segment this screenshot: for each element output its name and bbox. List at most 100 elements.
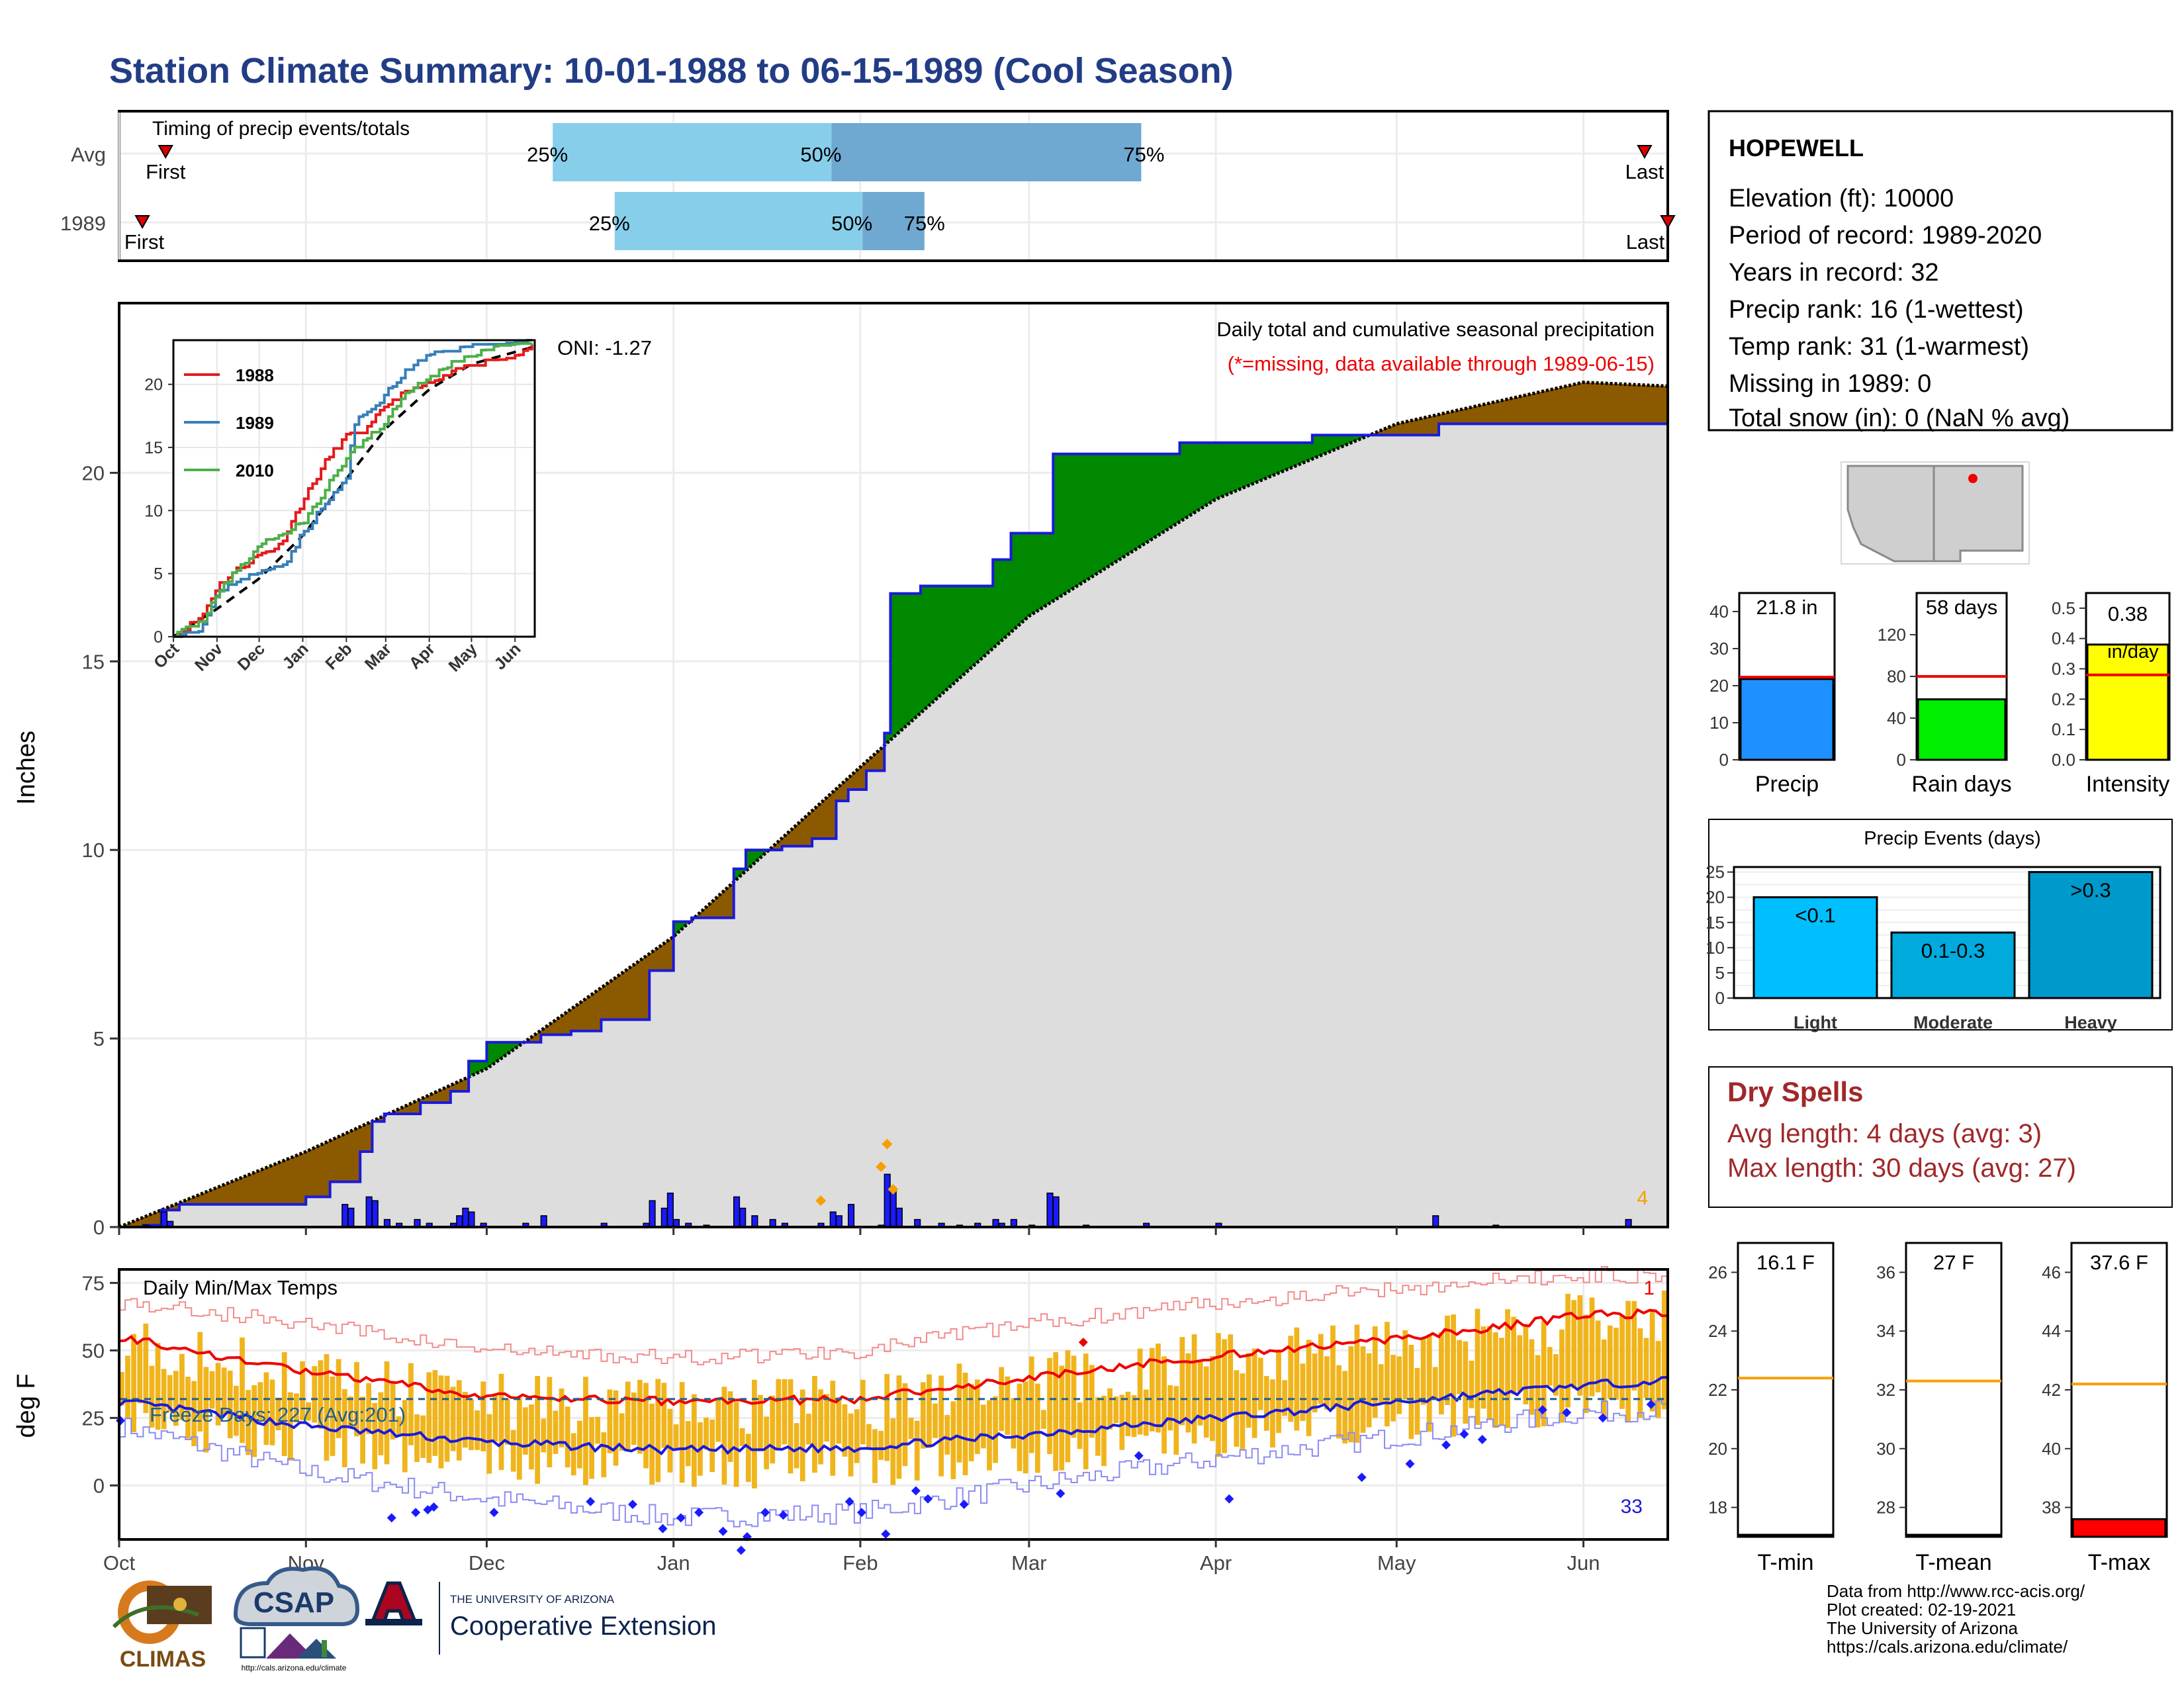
month-label-6: Apr [1200, 1551, 1232, 1575]
temp-range-bar-195 [1294, 1327, 1300, 1431]
timing-q25-label-0: 25% [527, 143, 568, 166]
temp-range-bar-143 [981, 1404, 986, 1449]
mini-bar-value-text-0: 21.8 in [1756, 596, 1817, 619]
temp-range-bar-30 [300, 1361, 305, 1420]
main-right-title: Daily total and cumulative seasonal prec… [1216, 318, 1655, 341]
mini-bar-unit-text-2: in/day [2107, 641, 2159, 663]
daily-precip-bar-1 [160, 1211, 168, 1228]
temp-range-bar-2 [131, 1334, 136, 1432]
temp-range-bar-226 [1480, 1326, 1486, 1409]
temp-range-bar-209 [1378, 1364, 1384, 1404]
temp-box-ytick-label-1-1: 30 [1876, 1439, 1895, 1459]
month-label-8: Jun [1567, 1551, 1600, 1575]
temp-range-bar-117 [824, 1394, 830, 1442]
station-location-marker [1968, 474, 1978, 483]
freeze-days-label: Freeze Days: 227 (Avg:201) [150, 1403, 406, 1426]
temp-range-bar-234 [1529, 1339, 1535, 1415]
temp-range-bar-228 [1492, 1332, 1498, 1428]
mini-bar-value-text-2: 0.38 [2108, 602, 2148, 625]
temp-range-bar-217 [1426, 1334, 1432, 1432]
record-low-marker-6 [586, 1496, 596, 1506]
temp-range-bar-198 [1312, 1353, 1318, 1412]
main-y-ticks: 0 5 10 15 20 [82, 461, 1585, 1239]
temp-range-bar-120 [842, 1404, 848, 1457]
inset-legend-label-1: 1989 [236, 413, 274, 433]
precip-events-chart: Precip Events (days) <0.1 Light 0.1-0.3 Mod… [1706, 819, 2173, 1032]
events-bar-text-1: 0.1-0.3 [1921, 939, 1985, 962]
temp-range-bar-68 [529, 1404, 534, 1470]
temp-range-bar-199 [1318, 1334, 1324, 1404]
temp-ytick-label-2: 50 [82, 1339, 105, 1362]
mini-bar-ytick-label-2-5: 0.5 [2052, 598, 2075, 618]
daily-precip-marker-2 [882, 1138, 893, 1150]
temp-range-bar-163 [1101, 1395, 1107, 1467]
temperature-panel: 0 25 50 75 Daily Min/Max Temps Freeze Days:… [13, 1266, 1669, 1575]
daily-precip-bar-47 [1046, 1192, 1054, 1228]
temp-box-value-text-0: 16.1 F [1756, 1251, 1815, 1274]
month-label-0: Oct [103, 1551, 136, 1575]
temp-range-bar-241 [1571, 1300, 1577, 1389]
temp-range-bar-123 [860, 1379, 866, 1445]
record-low-marker-4 [429, 1502, 439, 1512]
mini-bar-ytick-label-2-1: 0.1 [2052, 719, 2075, 739]
record-low-marker-26 [1405, 1459, 1415, 1469]
daily-precip-bar-5 [365, 1196, 373, 1228]
temp-range-bar-80 [601, 1432, 607, 1478]
timing-bar-q50-q75-0 [831, 123, 1142, 181]
station-line-years: Years in record: 32 [1729, 259, 1939, 287]
events-ytick-label-3: 15 [1706, 913, 1725, 933]
timing-last-marker-0 [1637, 145, 1653, 160]
mini-bar-ytick-label-0-4: 40 [1709, 602, 1729, 621]
dry-spells-avg: Avg length: 4 days (avg: 3) [1727, 1119, 2042, 1148]
temp-range-bar-17 [221, 1367, 227, 1415]
mini-bar-ytick-label-0-2: 20 [1709, 676, 1729, 696]
temp-box-ytick-label-0-0: 18 [1708, 1498, 1727, 1518]
temp-range-bar-102 [733, 1402, 739, 1487]
temp-range-bar-98 [709, 1419, 715, 1473]
temp-range-bar-115 [812, 1376, 817, 1473]
temp-range-bar-97 [704, 1417, 709, 1450]
temp-range-bar-221 [1451, 1314, 1456, 1437]
temp-range-bar-129 [896, 1375, 902, 1479]
temp-range-bar-184 [1228, 1334, 1234, 1416]
temp-range-bar-236 [1541, 1320, 1547, 1427]
dry-spells-title: Dry Spells [1727, 1076, 1863, 1107]
daily-precip-bar-27 [739, 1207, 747, 1228]
temp-range-bar-135 [933, 1403, 938, 1438]
temp-box-ytick-label-1-4: 36 [1876, 1262, 1895, 1282]
record-low-marker-24 [1224, 1494, 1234, 1504]
temp-box-frame-2 [2070, 1242, 2168, 1538]
temp-range-bar-245 [1595, 1320, 1601, 1393]
temp-range-bar-152 [1034, 1383, 1040, 1473]
temp-range-bar-59 [475, 1410, 480, 1450]
temp-range-bar-233 [1523, 1324, 1529, 1404]
inset-ytick-label-1: 5 [154, 565, 163, 584]
events-bar-text-0: <0.1 [1795, 904, 1835, 927]
temp-range-bar-124 [866, 1424, 872, 1450]
station-line-elevation: Elevation (ft): 10000 [1729, 185, 1954, 212]
temp-box-frame-1 [1905, 1242, 2003, 1538]
temp-box-ytick-label-2-4: 46 [2042, 1262, 2061, 1282]
dry-spells-max: Max length: 30 days (avg: 27) [1727, 1154, 2076, 1183]
temp-range-bar-186 [1240, 1373, 1246, 1449]
timing-last-marker-1 [1660, 215, 1676, 230]
temp-range-bar-206 [1360, 1346, 1366, 1433]
record-low-marker-12 [736, 1545, 746, 1555]
temp-range-bar-94 [685, 1421, 691, 1467]
temp-range-bar-79 [595, 1416, 601, 1444]
temp-range-bar-32 [312, 1366, 318, 1423]
state-outline-new-mexico [1933, 465, 2024, 563]
temp-range-bar-112 [794, 1423, 799, 1469]
events-ytick-label-5: 25 [1706, 862, 1725, 882]
temp-range-bar-87 [643, 1383, 649, 1469]
record-low-marker-25 [1357, 1473, 1367, 1483]
temp-range-bar-104 [745, 1434, 751, 1483]
temp-range-bar-53 [438, 1375, 444, 1469]
events-bar-label-2: Heavy [2064, 1013, 2117, 1032]
temp-range-bar-180 [1203, 1366, 1209, 1438]
record-low-marker-16 [844, 1496, 854, 1506]
temp-range-bar-162 [1095, 1397, 1101, 1456]
temp-range-bar-244 [1589, 1297, 1595, 1396]
